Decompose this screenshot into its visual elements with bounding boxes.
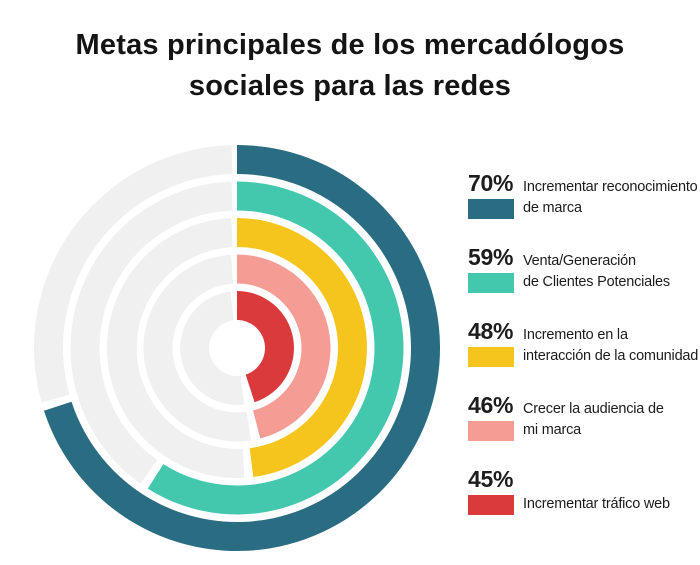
legend-swatch bbox=[468, 347, 514, 367]
legend-item-left: 59% bbox=[468, 246, 514, 293]
legend-item: 45% Incrementar tráfico web bbox=[468, 468, 700, 515]
legend-label: Venta/Generación de Clientes Potenciales bbox=[523, 252, 670, 291]
ring-arc-2 bbox=[237, 218, 367, 477]
legend-percent: 59% bbox=[468, 244, 514, 270]
ring-track-2 bbox=[106, 218, 245, 479]
legend-swatch bbox=[468, 421, 514, 441]
ring-arc-4 bbox=[237, 291, 294, 403]
ring-track-4 bbox=[180, 291, 245, 405]
legend-item-left: 48% bbox=[468, 320, 514, 367]
legend-percent: 70% bbox=[468, 170, 514, 196]
ring-track-3 bbox=[143, 254, 251, 442]
legend-item: 46% Crecer la audiencia de mi marca bbox=[468, 394, 700, 441]
legend-label: Crecer la audiencia de mi marca bbox=[523, 400, 664, 439]
legend-item-left: 70% bbox=[468, 172, 514, 219]
legend-label: Incrementar reconocimiento de marca bbox=[523, 178, 698, 217]
legend-swatch bbox=[468, 495, 514, 515]
ring-track-0 bbox=[34, 145, 233, 403]
legend-item: 70% Incrementar reconocimiento de marca bbox=[468, 172, 700, 219]
legend-percent: 46% bbox=[468, 392, 514, 418]
ring-arc-3 bbox=[237, 254, 331, 439]
radial-progress-chart bbox=[34, 145, 441, 551]
legend: 70% Incrementar reconocimiento de marca 59… bbox=[468, 172, 700, 542]
ring-track-1 bbox=[70, 181, 233, 484]
legend-item-left: 46% bbox=[468, 394, 514, 441]
legend-label: Incrementar tráfico web bbox=[523, 496, 670, 513]
legend-swatch bbox=[468, 199, 514, 219]
legend-item: 48% Incremento en la interacción de la co… bbox=[468, 320, 700, 367]
legend-swatch bbox=[468, 273, 514, 293]
legend-label: Incremento en la interacción de la comun… bbox=[523, 326, 699, 365]
legend-item-left: 45% bbox=[468, 468, 514, 515]
ring-arc-1 bbox=[147, 181, 404, 515]
legend-item: 59% Venta/Generación de Clientes Potencia… bbox=[468, 246, 700, 293]
legend-percent: 48% bbox=[468, 318, 514, 344]
chart-title: Metas principales de los mercadólogos so… bbox=[75, 29, 625, 103]
legend-percent: 45% bbox=[468, 466, 514, 492]
